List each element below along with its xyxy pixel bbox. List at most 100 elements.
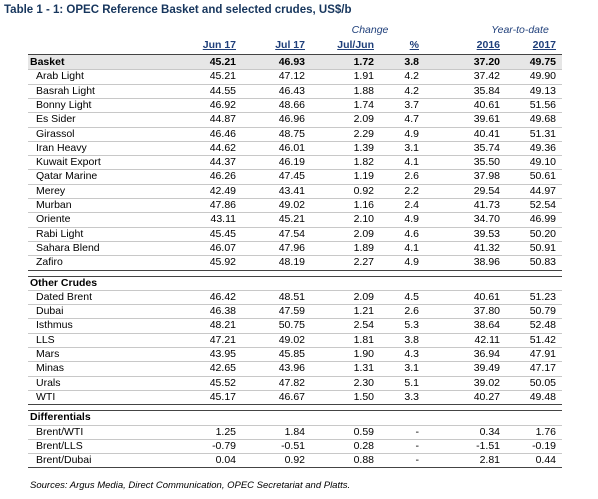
cell-value: 2.54 bbox=[353, 319, 374, 332]
cell-value: 0.92 bbox=[353, 184, 374, 197]
cell-value: 47.54 bbox=[278, 227, 305, 240]
cell-value: 39.02 bbox=[473, 376, 500, 389]
cell-value: - bbox=[415, 425, 420, 438]
cell-value: 4.9 bbox=[404, 127, 419, 140]
column-header: Jul/Jun bbox=[337, 39, 374, 51]
cell-value: 48.66 bbox=[278, 98, 305, 111]
cell-value: -0.51 bbox=[281, 439, 305, 452]
cell-value: 44.97 bbox=[529, 184, 556, 197]
row-rule bbox=[28, 112, 562, 114]
cell-value: 52.54 bbox=[529, 199, 556, 211]
row-rule bbox=[28, 347, 562, 348]
cell-value: 3.3 bbox=[404, 390, 419, 403]
cell-value: 5.3 bbox=[404, 319, 419, 332]
cell-value: 3.8 bbox=[404, 56, 419, 68]
cell-value: 0.04 bbox=[215, 454, 236, 467]
cell-value: 1.39 bbox=[353, 141, 374, 154]
row-label: Girassol bbox=[36, 127, 75, 140]
row-rule bbox=[28, 69, 562, 71]
cell-value: 4.2 bbox=[404, 84, 419, 97]
cell-value: 2.6 bbox=[404, 305, 419, 318]
row-label: Dubai bbox=[36, 305, 64, 318]
row-rule bbox=[28, 389, 562, 391]
row-label: Es Sider bbox=[36, 113, 76, 126]
cell-value: 4.1 bbox=[404, 156, 419, 169]
cell-value: - bbox=[415, 439, 420, 452]
cell-value: 50.91 bbox=[529, 241, 556, 254]
cell-value: 50.75 bbox=[278, 319, 305, 332]
cell-value: 2.4 bbox=[404, 199, 419, 211]
cell-value: 35.50 bbox=[473, 156, 500, 169]
cell-value: 1.72 bbox=[353, 56, 374, 68]
cell-value: 50.83 bbox=[529, 256, 556, 269]
row-label: Kuwait Export bbox=[36, 156, 101, 169]
cell-value: 35.74 bbox=[473, 141, 500, 154]
cell-value: 1.89 bbox=[353, 241, 374, 254]
cell-value: 39.53 bbox=[473, 227, 500, 240]
cell-value: 43.11 bbox=[210, 213, 237, 226]
cell-value: 44.62 bbox=[209, 141, 236, 154]
row-rule bbox=[28, 424, 562, 426]
cell-value: 45.21 bbox=[209, 70, 236, 83]
cell-value: 50.05 bbox=[529, 376, 556, 389]
cell-value: 49.10 bbox=[529, 156, 556, 169]
row-label: Zafiro bbox=[36, 256, 63, 269]
section-end-rule bbox=[28, 404, 562, 406]
cell-value: 50.79 bbox=[529, 305, 556, 318]
cell-value: 51.42 bbox=[529, 333, 556, 346]
cell-value: 1.82 bbox=[353, 156, 374, 169]
cell-value: 1.50 bbox=[353, 390, 374, 403]
row-label: Rabi Light bbox=[36, 227, 84, 240]
row-rule bbox=[28, 97, 562, 99]
cell-value: 0.44 bbox=[535, 454, 556, 467]
row-label: Brent/Dubai bbox=[36, 454, 92, 467]
cell-value: 48.51 bbox=[278, 290, 305, 303]
cell-value: 45.21 bbox=[278, 213, 305, 226]
cell-value: 46.38 bbox=[209, 305, 236, 318]
cell-value: 45.17 bbox=[209, 390, 236, 403]
cell-value: 4.9 bbox=[404, 256, 419, 269]
row-label: Brent/LLS bbox=[36, 439, 83, 452]
cell-value: 39.61 bbox=[473, 113, 500, 126]
cell-value: 46.46 bbox=[209, 127, 236, 140]
cell-value: 47.45 bbox=[278, 170, 305, 183]
cell-value: 0.34 bbox=[479, 425, 500, 438]
section-end-rule bbox=[28, 467, 562, 469]
row-rule bbox=[28, 438, 562, 440]
cell-value: 49.13 bbox=[529, 84, 556, 97]
cell-value: 46.67 bbox=[278, 390, 305, 403]
cell-value: 45.85 bbox=[278, 348, 305, 360]
row-rule bbox=[28, 240, 562, 242]
cell-value: 1.76 bbox=[535, 425, 556, 438]
cell-value: 45.52 bbox=[209, 376, 236, 389]
cell-value: 38.96 bbox=[473, 256, 500, 269]
cell-value: 45.92 bbox=[209, 256, 236, 269]
row-label: Urals bbox=[36, 376, 61, 389]
cell-value: 0.88 bbox=[353, 454, 374, 467]
cell-value: 35.84 bbox=[473, 84, 500, 97]
cell-value: 3.8 bbox=[404, 333, 419, 346]
cell-value: 39.49 bbox=[473, 362, 500, 375]
cell-value: 0.59 bbox=[353, 425, 374, 438]
cell-value: 49.68 bbox=[529, 113, 556, 126]
cell-value: 41.73 bbox=[473, 199, 500, 211]
cell-value: 43.41 bbox=[278, 184, 305, 197]
cell-value: 1.91 bbox=[353, 70, 374, 83]
cell-value: 45.45 bbox=[209, 227, 236, 240]
cell-value: 1.19 bbox=[353, 170, 374, 183]
row-label: Isthmus bbox=[36, 319, 73, 332]
cell-value: 49.75 bbox=[529, 56, 556, 68]
cell-value: 49.02 bbox=[278, 199, 305, 211]
row-label: LLS bbox=[36, 333, 55, 346]
row-label: Dated Brent bbox=[36, 290, 93, 303]
cell-value: 44.37 bbox=[209, 156, 236, 169]
cell-value: 37.42 bbox=[473, 70, 500, 83]
cell-value: 46.19 bbox=[278, 156, 305, 169]
cell-value: 46.26 bbox=[209, 170, 236, 183]
cell-value: 49.90 bbox=[529, 70, 556, 83]
cell-value: 1.84 bbox=[284, 425, 305, 438]
row-label: Brent/WTI bbox=[36, 425, 84, 438]
cell-value: 47.86 bbox=[209, 199, 236, 211]
cell-value: 1.16 bbox=[353, 199, 374, 211]
